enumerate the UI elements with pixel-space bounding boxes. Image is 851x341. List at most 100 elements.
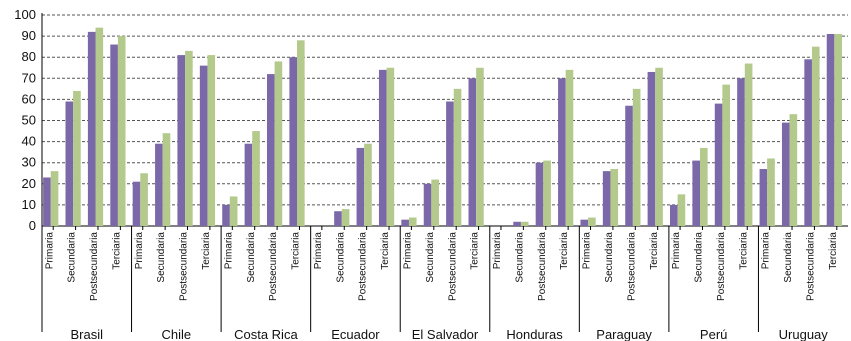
bar	[162, 133, 171, 226]
bar	[700, 147, 708, 226]
y-tick-label: 90	[22, 28, 36, 43]
bar	[804, 59, 812, 227]
bar	[625, 105, 633, 226]
bar	[834, 33, 842, 226]
country-label: Chile	[162, 327, 192, 341]
bar	[737, 78, 745, 226]
bar	[155, 143, 163, 226]
bar	[811, 46, 820, 227]
bar	[647, 71, 656, 226]
bar	[364, 143, 372, 226]
bar	[767, 158, 775, 226]
level-label: Terciaria	[828, 232, 839, 270]
bar	[744, 63, 753, 226]
bar	[378, 69, 387, 226]
bar	[670, 204, 678, 226]
bar	[222, 204, 230, 226]
bar	[588, 217, 596, 226]
level-label: Postsecundaria	[89, 232, 100, 301]
bar	[431, 179, 439, 226]
bar	[65, 101, 74, 226]
level-label: Postsecundaria	[537, 232, 548, 301]
y-tick-label: 10	[22, 197, 36, 212]
level-label: Secundaria	[604, 232, 615, 283]
bar	[558, 78, 566, 226]
level-label: Terciaria	[111, 232, 122, 270]
level-label: Primaria	[313, 232, 324, 270]
bar	[535, 162, 544, 226]
bar	[199, 65, 208, 226]
bar	[543, 160, 551, 226]
bar	[341, 209, 350, 226]
y-tick-label: 40	[22, 134, 36, 149]
level-label: Primaria	[671, 232, 682, 270]
bar	[267, 74, 275, 226]
bar	[356, 147, 365, 226]
country-label: Perú	[700, 327, 727, 341]
level-label: Secundaria	[156, 232, 167, 283]
y-tick-label: 70	[22, 70, 36, 85]
level-label: Primaria	[44, 232, 55, 270]
bar	[252, 131, 260, 226]
bar	[602, 171, 611, 226]
level-label: Secundaria	[335, 232, 346, 283]
level-label: Postsecundaria	[358, 232, 369, 301]
bar	[781, 122, 790, 226]
level-label: Terciaria	[738, 232, 749, 270]
y-tick-label: 80	[22, 49, 36, 64]
bar	[87, 31, 96, 226]
bar	[117, 36, 126, 226]
level-label: Postsecundaria	[716, 232, 727, 301]
bar	[110, 44, 118, 226]
level-label: Postsecundaria	[447, 232, 458, 301]
y-tick-label: 0	[29, 218, 36, 233]
bar	[789, 114, 798, 226]
y-tick-label: 50	[22, 113, 36, 128]
country-label: Brasil	[71, 327, 104, 341]
bar	[207, 55, 216, 227]
level-label: Secundaria	[425, 232, 436, 283]
bar	[386, 67, 395, 226]
level-label: Postsecundaria	[179, 232, 190, 301]
bar	[423, 183, 432, 226]
bar	[468, 78, 477, 226]
country-label: Honduras	[506, 327, 563, 341]
bar	[95, 27, 104, 226]
level-label: Secundaria	[246, 232, 257, 283]
bar	[132, 181, 141, 226]
bar	[297, 40, 305, 226]
level-label: Postsecundaria	[626, 232, 637, 301]
bar	[50, 171, 59, 226]
level-label: Terciaria	[559, 232, 570, 270]
bar	[520, 221, 529, 226]
bar	[565, 69, 574, 226]
level-label: Primaria	[582, 232, 593, 270]
country-label: Ecuador	[331, 327, 380, 341]
bar	[632, 88, 641, 226]
bar	[401, 219, 409, 226]
level-label: Terciaria	[649, 232, 660, 270]
level-label: Secundaria	[67, 232, 78, 283]
level-label: Terciaria	[201, 232, 212, 270]
bar	[826, 33, 835, 226]
bar	[714, 103, 723, 226]
bar	[446, 101, 454, 226]
bar	[513, 221, 521, 226]
level-label: Secundaria	[783, 232, 794, 283]
bar	[73, 90, 81, 227]
bar	[692, 160, 701, 226]
level-label: Terciaria	[470, 232, 481, 270]
bar	[408, 217, 417, 226]
y-tick-label: 30	[22, 155, 36, 170]
bar	[476, 67, 484, 226]
bar	[177, 55, 186, 227]
level-label: Primaria	[223, 232, 234, 270]
bar	[43, 177, 51, 226]
level-label: Postsecundaria	[806, 232, 817, 301]
level-label: Secundaria	[514, 232, 525, 283]
bar	[289, 57, 298, 227]
level-label: Primaria	[134, 232, 145, 270]
y-tick-label: 100	[14, 7, 36, 22]
country-label: Paraguay	[596, 327, 652, 341]
